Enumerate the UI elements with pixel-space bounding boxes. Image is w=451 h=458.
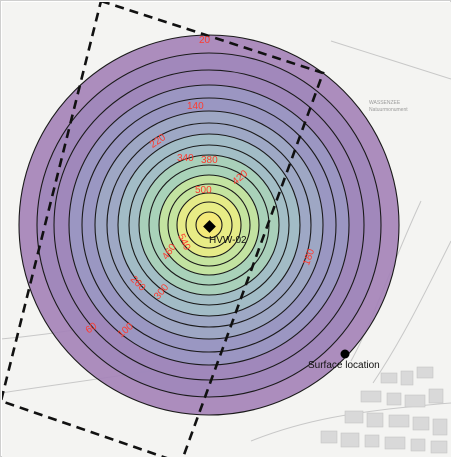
contour-line bbox=[128, 144, 290, 306]
contour-label-140: 140 bbox=[187, 101, 204, 112]
contour-label-340: 340 bbox=[177, 153, 194, 164]
surface-location-marker bbox=[340, 349, 350, 359]
surface-location-label: Surface location bbox=[308, 360, 380, 371]
contour-line bbox=[106, 122, 312, 328]
contour-line bbox=[195, 211, 223, 239]
contour-line bbox=[117, 133, 301, 317]
contour-lines bbox=[18, 34, 400, 416]
contour-line bbox=[158, 174, 260, 276]
urban-area bbox=[320, 366, 448, 454]
basemap-place-label: WASSENZEE bbox=[369, 100, 401, 106]
contour-line bbox=[68, 84, 350, 366]
contour-line bbox=[94, 110, 324, 340]
contour-line bbox=[81, 97, 337, 353]
dashed-bounds bbox=[2, 2, 325, 457]
contour-label-20: 20 bbox=[199, 35, 211, 46]
well-label: HVW-02 bbox=[209, 235, 247, 246]
well-marker bbox=[203, 220, 216, 233]
contour-line bbox=[167, 183, 251, 267]
contour-label-500: 500 bbox=[195, 185, 212, 196]
contour-line bbox=[185, 201, 233, 249]
contour-line bbox=[53, 69, 365, 381]
contour-line bbox=[138, 154, 280, 296]
contour-line bbox=[36, 52, 382, 398]
contour-line bbox=[176, 192, 242, 258]
basemap-sub-label: Natuurmonument bbox=[369, 107, 408, 113]
contour-label-380: 380 bbox=[201, 155, 218, 166]
